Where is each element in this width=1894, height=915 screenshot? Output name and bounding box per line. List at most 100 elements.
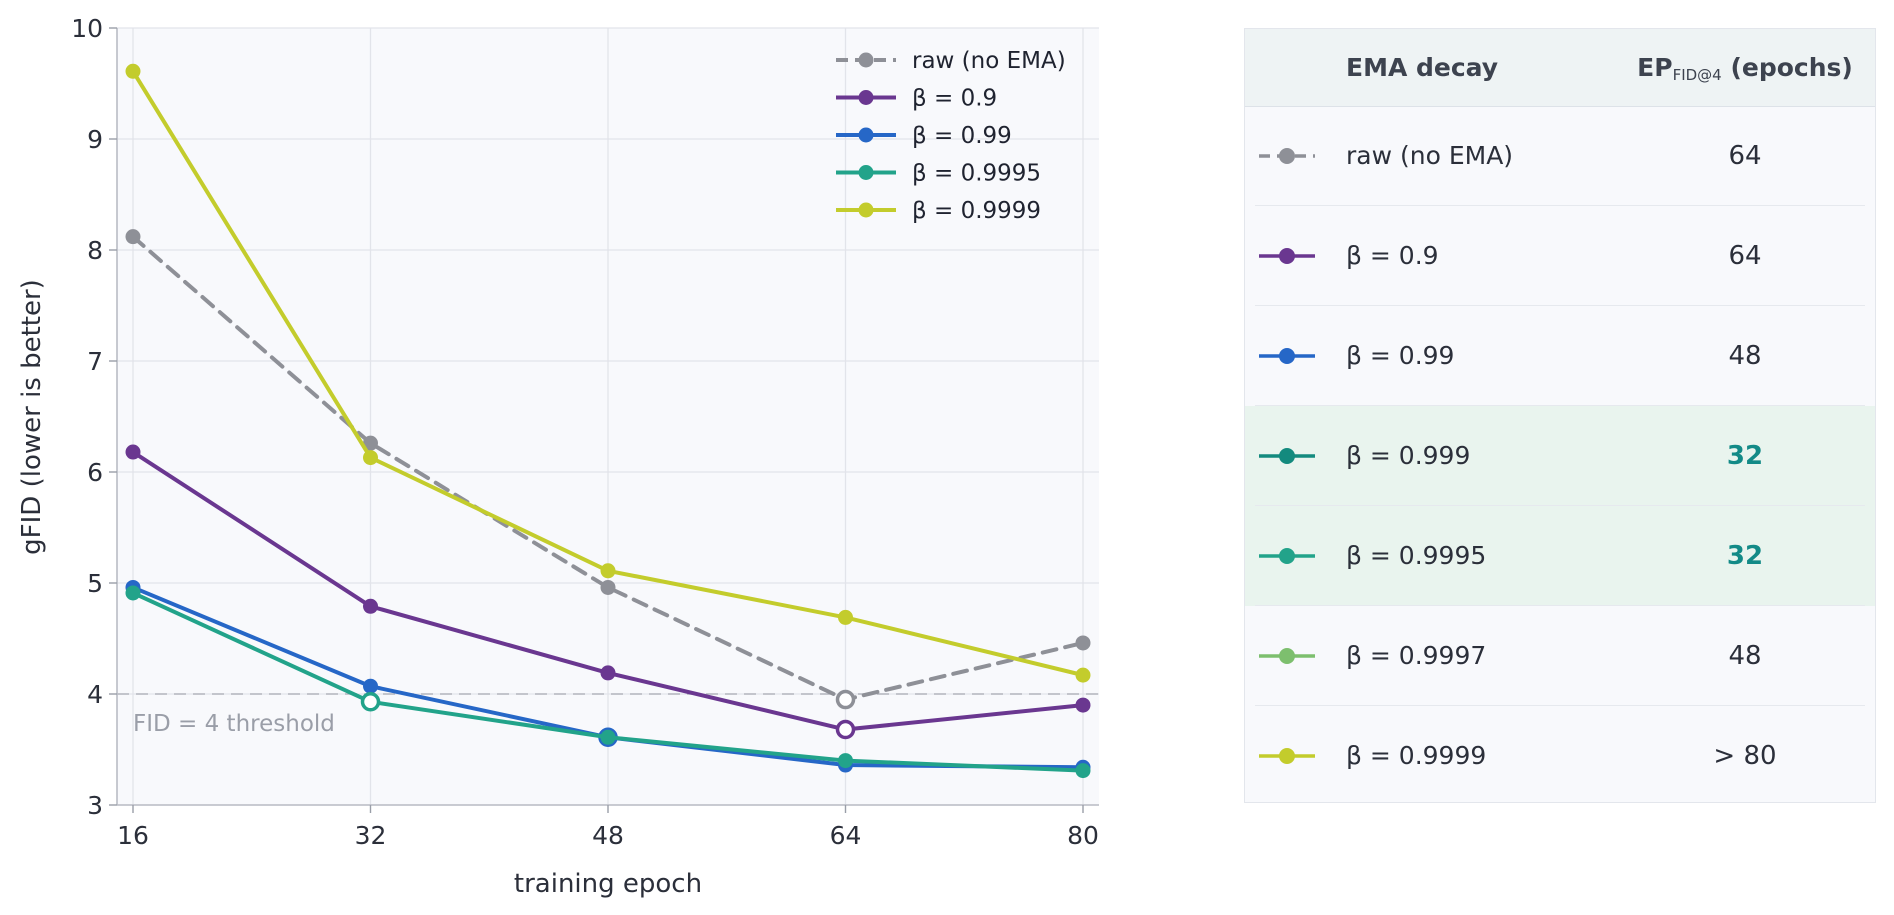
row-decay-label: β = 0.9999	[1346, 741, 1487, 770]
legend-label: β = 0.9999	[912, 198, 1041, 224]
row-decay-label: β = 0.9997	[1346, 641, 1487, 670]
x-tick-label: 48	[592, 821, 624, 850]
legend-label: β = 0.9995	[912, 161, 1041, 187]
data-point	[363, 598, 378, 614]
x-axis-label: training epoch	[514, 869, 702, 899]
row-marker	[1259, 748, 1315, 764]
series-group	[125, 444, 1091, 740]
legend: raw (no EMA) β = 0.9 β = 0.99 β = 0.9995 β =…	[836, 48, 1066, 224]
table-row: β = 0.999 32	[1245, 406, 1875, 506]
data-point	[125, 229, 141, 245]
y-tick-label: 5	[87, 569, 103, 598]
row-marker-dot	[1279, 548, 1295, 564]
table-header: EMA decay EPFID@4 (epochs)	[1245, 29, 1875, 107]
row-marker	[1259, 148, 1315, 164]
row-decay-label: β = 0.9	[1346, 241, 1439, 270]
row-separator	[1255, 605, 1865, 606]
row-decay-label: β = 0.9995	[1346, 541, 1487, 570]
row-ep-value: 32	[1726, 541, 1764, 571]
legend-marker	[858, 202, 874, 218]
data-point-hollow	[835, 719, 856, 740]
row-marker	[1259, 248, 1315, 264]
legend-label: β = 0.99	[912, 123, 1012, 149]
threshold: FID = 4 threshold	[117, 693, 1099, 737]
data-point	[125, 585, 141, 601]
row-marker-dot	[1279, 748, 1295, 764]
series-group	[125, 585, 1091, 779]
series-group	[125, 63, 1091, 683]
header-ep-fid: EPFID@4 (epochs)	[1620, 29, 1870, 106]
y-tick-label: 6	[87, 458, 103, 487]
series-group	[125, 229, 1091, 710]
gfid-line-chart: FID = 4 threshold 3 4 5 6 7 8 9 10 16 32 48 64 80 ra…	[17, 14, 1099, 899]
data-point	[1075, 697, 1091, 713]
row-ep-value: > 80	[1713, 741, 1777, 771]
row-marker-dot	[1279, 448, 1295, 464]
y-tick-label: 10	[71, 14, 103, 43]
row-marker	[1259, 448, 1315, 464]
legend-label: raw (no EMA)	[912, 48, 1066, 74]
row-marker	[1259, 348, 1315, 364]
table-row: β = 0.99 48	[1245, 306, 1875, 406]
row-marker	[1259, 548, 1315, 564]
row-separator	[1255, 305, 1865, 306]
data-point-hollow	[360, 692, 381, 712]
row-separator	[1255, 205, 1865, 206]
x-tick-label: 32	[355, 821, 387, 850]
ema-decay-table: EMA decay EPFID@4 (epochs) raw (no EMA) 6…	[1244, 28, 1876, 803]
row-marker-dot	[1279, 348, 1295, 364]
table-row: β = 0.9997 48	[1245, 606, 1875, 706]
header-ep-subscript: FID@4	[1672, 66, 1722, 84]
data-point	[363, 678, 378, 694]
data-point	[600, 729, 616, 745]
row-ep-value: 64	[1728, 141, 1762, 171]
series	[125, 63, 1091, 779]
legend-marker	[858, 127, 874, 143]
row-marker-dot	[1279, 648, 1295, 664]
data-point	[600, 563, 616, 579]
row-decay-label: raw (no EMA)	[1346, 141, 1514, 170]
row-separator	[1255, 505, 1865, 506]
y-axis-label: gFID (lower is better)	[17, 279, 47, 555]
data-point	[600, 579, 616, 595]
series-line	[131, 234, 1085, 702]
data-point	[363, 450, 378, 466]
y-tick-label: 7	[87, 347, 103, 376]
table-row: β = 0.9995 32	[1245, 506, 1875, 606]
data-point	[838, 609, 853, 625]
data-point	[125, 63, 141, 79]
row-ep-value: 32	[1726, 441, 1764, 471]
row-marker	[1259, 648, 1315, 664]
data-point	[600, 665, 616, 681]
row-separator	[1255, 705, 1865, 706]
legend-marker	[858, 165, 874, 180]
row-ep-value: 48	[1728, 341, 1762, 371]
x-tick-label: 80	[1067, 821, 1099, 850]
y-tick-label: 8	[87, 236, 103, 265]
data-point	[363, 435, 378, 451]
row-ep-value: 48	[1728, 641, 1762, 671]
data-point	[1075, 667, 1091, 683]
x-tick-label: 16	[117, 821, 149, 850]
y-tick-label: 9	[87, 125, 103, 154]
legend-marker	[858, 90, 874, 105]
data-point	[1075, 763, 1091, 779]
row-marker-dot	[1279, 248, 1295, 264]
row-marker-dot	[1279, 148, 1295, 164]
y-tick-label: 3	[87, 791, 103, 820]
table-row: β = 0.9 64	[1245, 206, 1875, 306]
table-row: raw (no EMA) 64	[1245, 106, 1875, 206]
y-tick-label: 4	[87, 680, 103, 709]
row-decay-label: β = 0.999	[1346, 441, 1471, 470]
x-tick-label: 64	[830, 821, 862, 850]
data-point-hollow	[835, 689, 856, 710]
legend-marker	[858, 52, 874, 68]
row-separator	[1255, 405, 1865, 406]
table-row: β = 0.9999 > 80	[1245, 706, 1875, 806]
row-ep-value: 64	[1728, 241, 1762, 271]
data-point	[125, 444, 141, 460]
header-ep-unit: (epochs)	[1721, 53, 1853, 82]
data-point	[1075, 635, 1091, 651]
data-point	[838, 753, 853, 769]
legend-label: β = 0.9	[912, 86, 997, 112]
